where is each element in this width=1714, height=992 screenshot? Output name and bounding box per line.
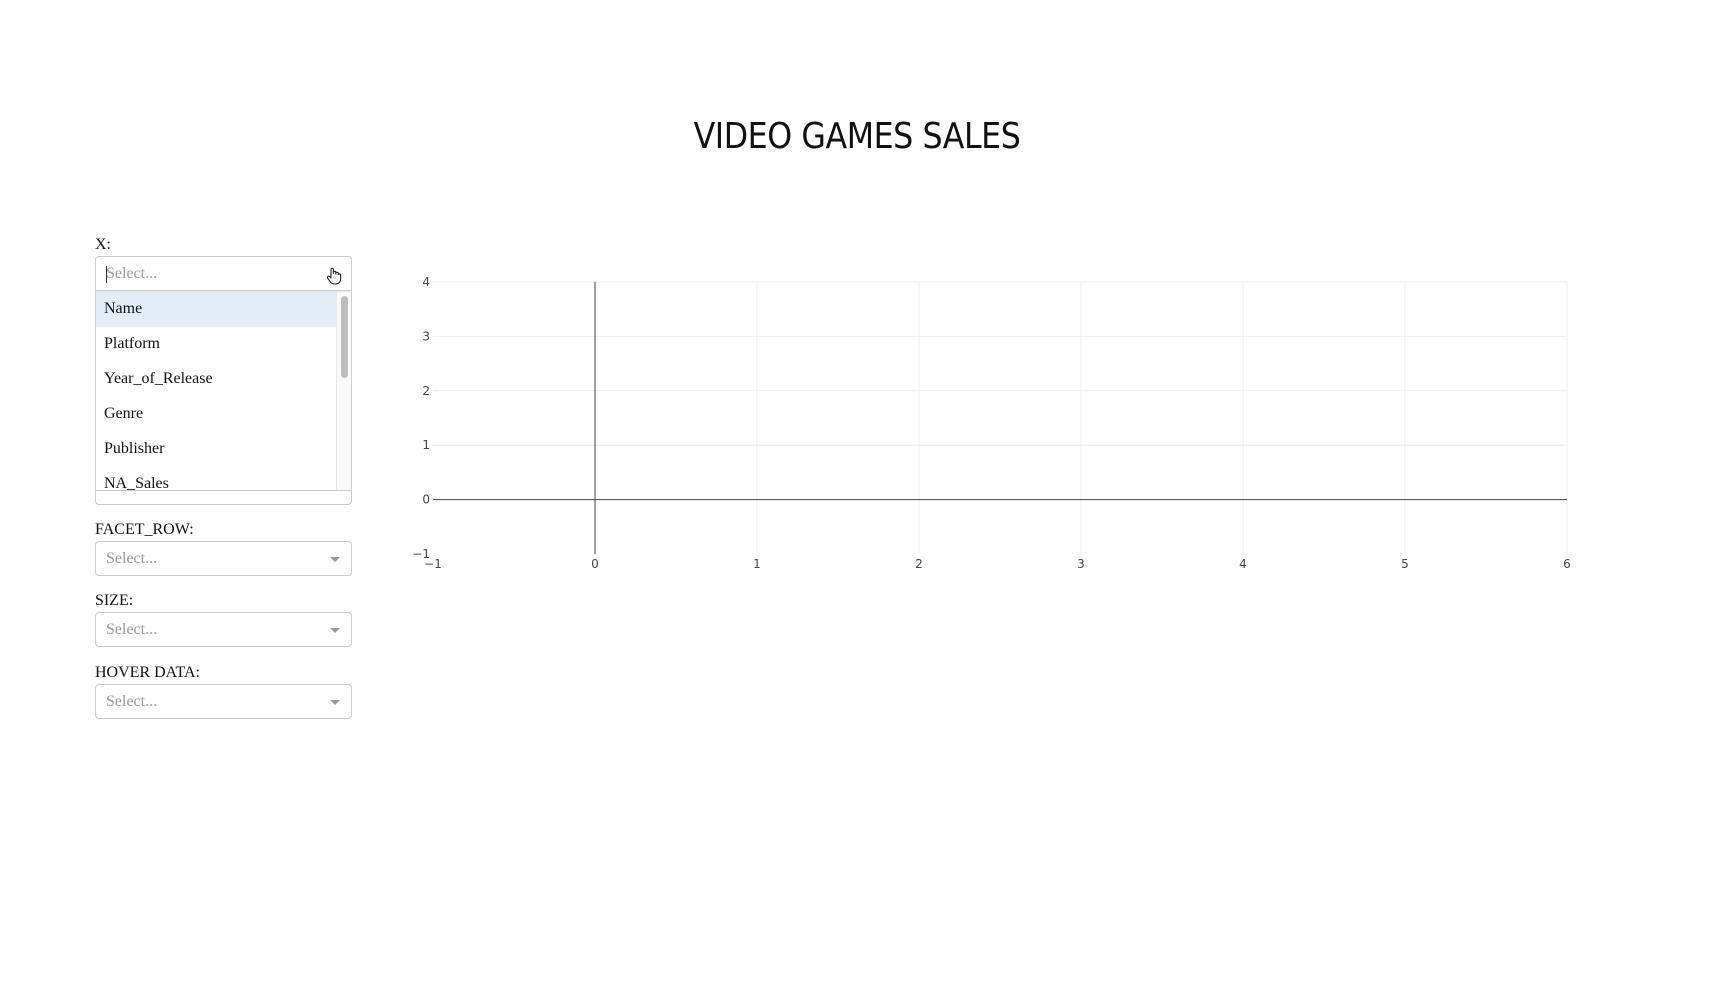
y-tick-label: 1 [422, 438, 430, 452]
size-select[interactable]: Select... [95, 612, 352, 647]
x-options-menu[interactable]: Name Platform Year_of_Release Genre Publ… [95, 291, 352, 491]
x-select-placeholder: Select... [106, 265, 158, 282]
text-caret [106, 266, 107, 283]
x-label: X: [95, 236, 111, 253]
size-label: SIZE: [95, 592, 134, 609]
y-tick-label: 3 [422, 329, 430, 343]
size-placeholder: Select... [106, 621, 158, 638]
chart-axes [433, 282, 1567, 554]
menu-scrollbar[interactable] [336, 292, 351, 490]
x-tick-label: 1 [753, 557, 761, 571]
x-tick-label: 3 [1077, 557, 1085, 571]
x-tick-label: 5 [1401, 557, 1409, 571]
y-tick-label: 4 [422, 275, 430, 289]
page-title: VIDEO GAMES SALES [693, 116, 1021, 157]
x-select-input[interactable]: Select... [95, 256, 352, 291]
hand-pointer-icon [326, 267, 342, 285]
facet-row-label: FACET_ROW: [95, 521, 194, 538]
chevron-down-icon[interactable] [330, 557, 340, 562]
option-publisher[interactable]: Publisher [104, 440, 165, 457]
hover-data-placeholder: Select... [106, 693, 158, 710]
facet-row-placeholder: Select... [106, 550, 158, 567]
y-tick-label: 2 [422, 384, 430, 398]
chevron-down-icon[interactable] [330, 628, 340, 633]
y-tick-label: −1 [412, 547, 430, 561]
x-tick-label: 2 [915, 557, 923, 571]
x-tick-label: 0 [591, 557, 599, 571]
option-genre[interactable]: Genre [104, 405, 144, 422]
facet-row-select[interactable]: Select... [95, 541, 352, 576]
option-platform[interactable]: Platform [104, 335, 160, 352]
menu-scrollbar-thumb[interactable] [341, 296, 348, 378]
y-tick-label: 0 [422, 493, 430, 507]
hover-data-label: HOVER DATA: [95, 664, 200, 681]
option-name[interactable]: Name [96, 292, 338, 327]
option-year-of-release[interactable]: Year_of_Release [104, 370, 213, 387]
option-na-sales[interactable]: NA_Sales [104, 475, 169, 491]
hover-data-select[interactable]: Select... [95, 684, 352, 719]
x-tick-label: 6 [1563, 557, 1571, 571]
x-tick-label: −1 [424, 557, 442, 571]
chart-tick-labels: −1 0 1 2 3 4 5 6 −1 0 1 2 3 4 [412, 275, 1571, 571]
x-tick-label: 4 [1239, 557, 1247, 571]
chart-grid [433, 281, 1568, 554]
chevron-down-icon[interactable] [330, 700, 340, 705]
